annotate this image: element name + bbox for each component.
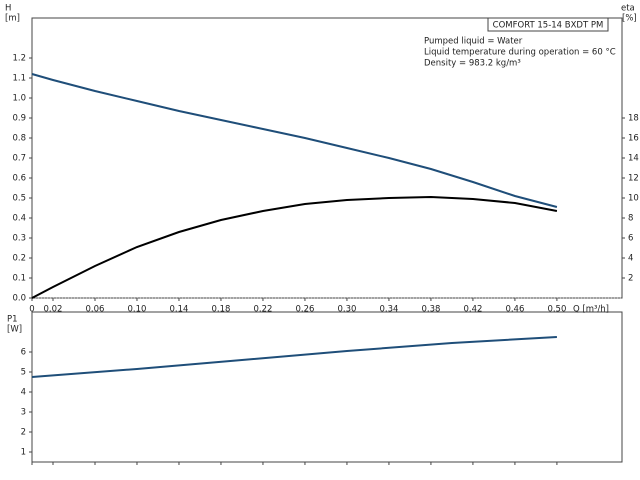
y-tick-label: 6 — [21, 348, 26, 358]
y-tick-label: 0.4 — [12, 214, 26, 224]
y2-tick-label: 12 — [628, 174, 639, 184]
x-tick-label: 0.50 — [547, 305, 566, 315]
y2-tick-label: 10 — [628, 194, 639, 204]
x-tick-label: 0.34 — [379, 305, 398, 315]
x-tick-label: 0.18 — [211, 305, 230, 315]
y-axis-unit: [W] — [7, 325, 22, 335]
x-tick-label: 0.14 — [170, 305, 189, 315]
x-tick-label: 0.06 — [86, 305, 105, 315]
series-line — [31, 336, 557, 378]
y-tick-label: 1.2 — [12, 54, 26, 64]
title-box — [487, 17, 609, 32]
annotation: Pumped liquid = Water — [424, 37, 523, 47]
y-axis-label: P1 — [7, 315, 18, 325]
y2-tick-label: 14 — [628, 154, 639, 164]
y-tick-label: 2 — [21, 428, 26, 438]
y-tick-label: 0.7 — [12, 154, 26, 164]
y2-tick-label: 4 — [628, 254, 633, 264]
x-tick-label: 0.30 — [337, 305, 356, 315]
y-axis-label: H — [5, 4, 11, 14]
chart-title: COMFORT 15-14 BXDT PM — [493, 21, 604, 31]
annotation: Density = 983.2 kg/m³ — [424, 59, 521, 69]
y-tick-label: 1 — [21, 448, 26, 458]
y2-tick-label: 16 — [628, 134, 639, 144]
y-tick-label: 1.1 — [12, 74, 26, 84]
y-tick-label: 0.1 — [12, 274, 26, 284]
y-tick-label: 0.2 — [12, 254, 26, 264]
x-tick-label: 0.02 — [44, 305, 63, 315]
x-tick-label: 0.22 — [253, 305, 272, 315]
x-tick-label: 0.46 — [505, 305, 524, 315]
y2-tick-label: 8 — [628, 214, 633, 224]
y-tick-label: 0.6 — [12, 174, 26, 184]
y-tick-label: 5 — [21, 368, 26, 378]
series-line — [31, 195, 558, 299]
y-tick-label: 0.9 — [12, 114, 26, 124]
y-tick-label: 0.0 — [12, 294, 26, 304]
y-tick-label: 0.3 — [12, 234, 26, 244]
y-axis-unit: [m] — [5, 14, 20, 24]
x-tick-label: 0.38 — [421, 305, 440, 315]
y2-axis-label: eta — [621, 4, 635, 14]
bottom-plot-frame — [31, 311, 623, 463]
x-axis-label: Q [m³/h] — [573, 305, 609, 315]
x-tick-label: 0.26 — [295, 305, 314, 315]
y-tick-label: 4 — [21, 388, 26, 398]
x-tick-label: 0.42 — [463, 305, 482, 315]
y-tick-label: 1.0 — [12, 94, 26, 104]
y2-tick-label: 6 — [628, 234, 633, 244]
x-tick-label: 0.10 — [128, 305, 147, 315]
y2-axis-unit: [%] — [622, 14, 637, 24]
y-tick-label: 0.8 — [12, 134, 26, 144]
y-tick-label: 0.5 — [12, 194, 26, 204]
annotation: Liquid temperature during operation = 60… — [424, 48, 616, 58]
series-line — [31, 73, 558, 208]
y2-tick-label: 18 — [628, 114, 639, 124]
y-tick-label: 3 — [21, 408, 26, 418]
x-tick-label: 0 — [29, 305, 34, 315]
y2-tick-label: 2 — [628, 274, 633, 284]
